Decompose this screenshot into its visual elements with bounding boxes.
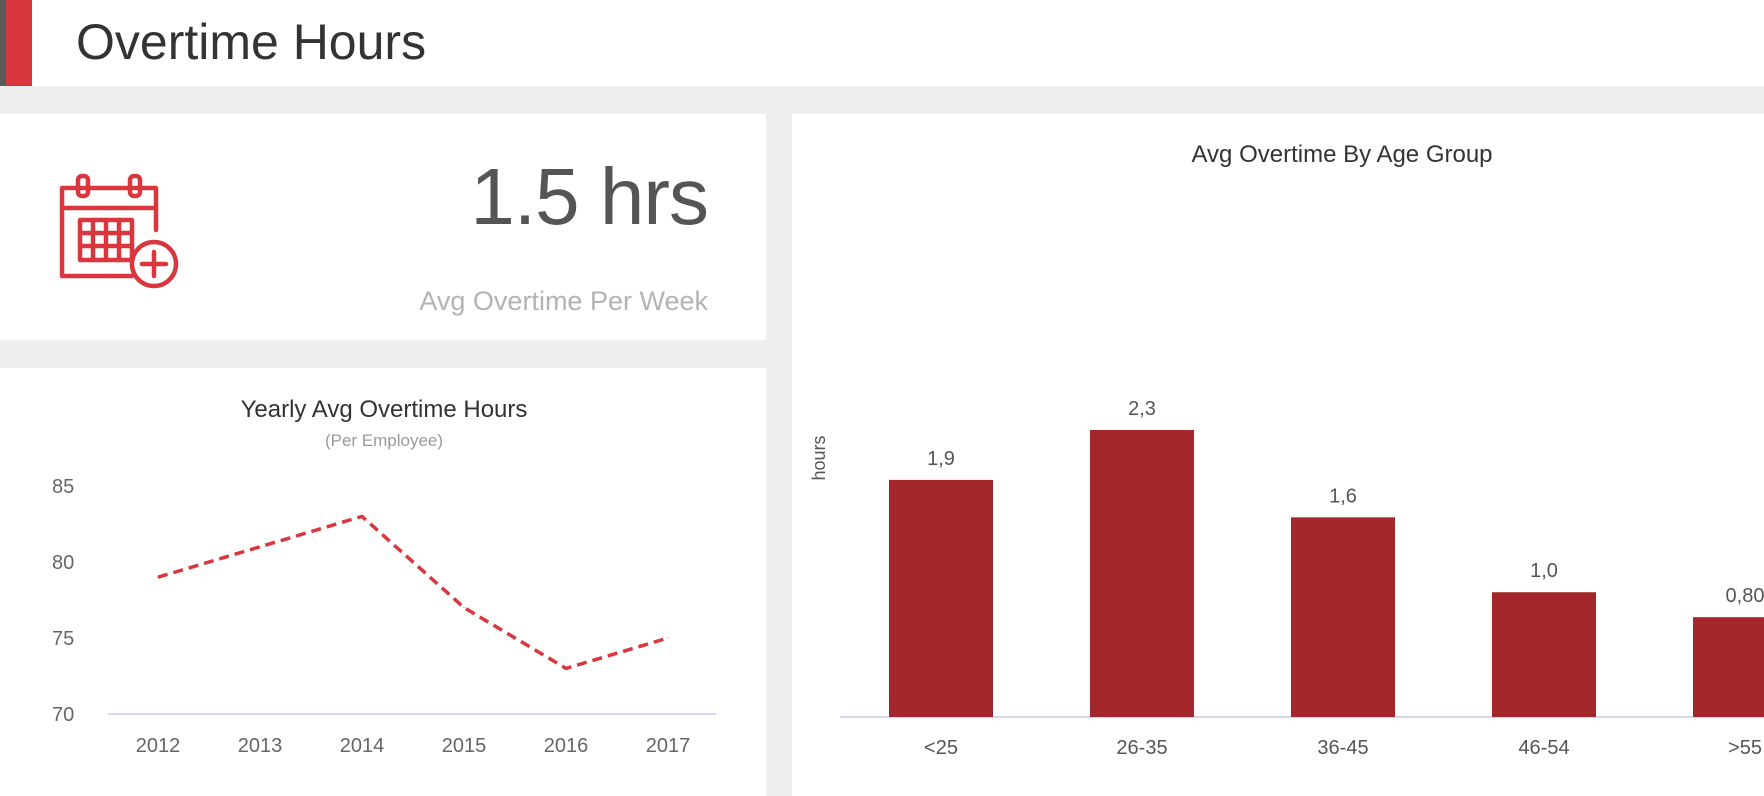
line-chart-x-tick: 2017 [646,735,691,757]
line-chart-x-tick: 2013 [238,735,283,757]
line-chart-title: Yearly Avg Overtime Hours [241,396,528,423]
page-header: Overtime Hours [0,0,1764,86]
bar-chart-title: Avg Overtime By Age Group [1191,141,1492,168]
bar-chart-x-tick: 36-45 [1317,737,1368,759]
page-title: Overtime Hours [76,14,427,70]
line-chart-point [361,515,363,517]
line-chart-subtitle: (Per Employee) [325,431,443,450]
bar-chart-value-label: 2,3 [1128,398,1156,420]
kpi-label: Avg Overtime Per Week [419,286,708,316]
bar-chart-bar [1492,592,1596,717]
line-chart-point [463,607,465,609]
bar-chart-bar [1693,617,1764,717]
line-chart-card: Yearly Avg Overtime Hours (Per Employee)… [0,368,766,796]
kpi-value: 1.5 hrs [470,152,709,241]
line-chart: Yearly Avg Overtime Hours (Per Employee)… [52,396,716,757]
line-chart-point [667,637,669,639]
bar-chart-value-label: 1,9 [927,448,955,470]
bar-chart-value-label: 0,80 [1726,585,1764,607]
bar-chart: Avg Overtime By Age Group hours 1,9 <25 2,… [809,141,1764,759]
bar-chart-ylabel: hours [809,435,829,480]
line-chart-y-tick: 85 [52,476,74,498]
kpi-card: 1.5 hrs Avg Overtime Per Week [0,114,766,340]
bar-chart-x-tick: >55 [1728,737,1762,759]
bar-chart-bar [889,479,993,717]
line-chart-series [157,514,669,671]
bar-chart-bar [1291,517,1395,717]
bar-chart-bar [1090,430,1194,717]
bar-chart-value-label: 1,6 [1329,485,1357,507]
line-chart-x-tick: 2016 [544,735,589,757]
line-chart-x-tick: 2015 [442,735,487,757]
line-chart-x-tick: 2014 [340,735,385,757]
header-accent-edge [0,0,6,86]
bar-chart-value-label: 1,0 [1530,560,1558,582]
line-chart-point [259,546,261,548]
bar-chart-x-tick: 26-35 [1116,737,1167,759]
line-chart-y-tick: 80 [52,552,74,574]
calendar-add-icon [59,173,179,289]
bar-chart-x-tick: <25 [924,737,958,759]
line-chart-y-tick: 70 [52,704,74,726]
line-chart-point [157,576,159,578]
bar-chart-x-tick: 46-54 [1518,737,1569,759]
bar-chart-card: Avg Overtime By Age Group hours 1,9 <25 2,… [792,114,1764,796]
line-chart-y-tick: 75 [52,628,74,650]
line-chart-x-tick: 2012 [136,735,181,757]
line-chart-point [565,667,567,669]
